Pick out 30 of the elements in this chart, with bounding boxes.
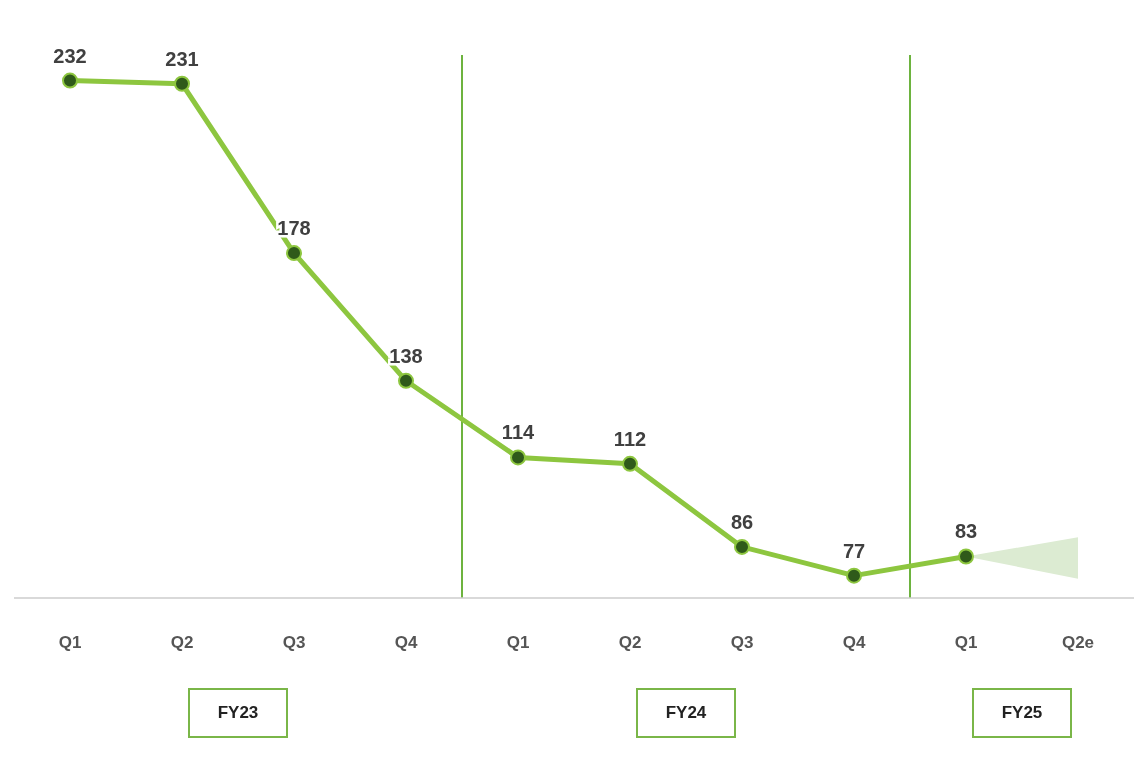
point bbox=[734, 538, 750, 555]
data-label: 112 bbox=[613, 427, 647, 450]
data-label: 77 bbox=[842, 539, 866, 562]
data-label: 114 bbox=[501, 421, 536, 444]
point bbox=[62, 72, 78, 89]
x-tick-label: Q2e bbox=[1061, 633, 1095, 653]
data-label: 231 bbox=[165, 47, 199, 70]
point bbox=[174, 75, 190, 92]
data-label: 83 bbox=[954, 520, 978, 543]
point bbox=[958, 548, 974, 565]
point bbox=[846, 567, 862, 584]
point bbox=[510, 449, 526, 466]
x-tick-label: Q1 bbox=[506, 633, 530, 653]
x-tick-label: Q1 bbox=[954, 633, 978, 653]
text: FY24 bbox=[636, 688, 736, 738]
data-label: 86 bbox=[730, 510, 754, 533]
data-label: 232 bbox=[53, 44, 87, 67]
text: FY25 bbox=[972, 688, 1072, 738]
x-tick-label: Q1 bbox=[58, 633, 82, 653]
text: FY23 bbox=[188, 688, 288, 738]
x-tick-label: Q3 bbox=[282, 633, 306, 653]
point bbox=[398, 372, 414, 389]
x-tick-label: Q4 bbox=[394, 633, 418, 653]
data-label: 138 bbox=[389, 344, 423, 367]
point bbox=[286, 245, 302, 262]
point bbox=[622, 455, 638, 472]
x-tick-label: Q3 bbox=[730, 633, 754, 653]
x-tick-label: Q4 bbox=[842, 633, 866, 653]
x-tick-label: Q2 bbox=[170, 633, 194, 653]
x-tick-label: Q2 bbox=[618, 633, 642, 653]
